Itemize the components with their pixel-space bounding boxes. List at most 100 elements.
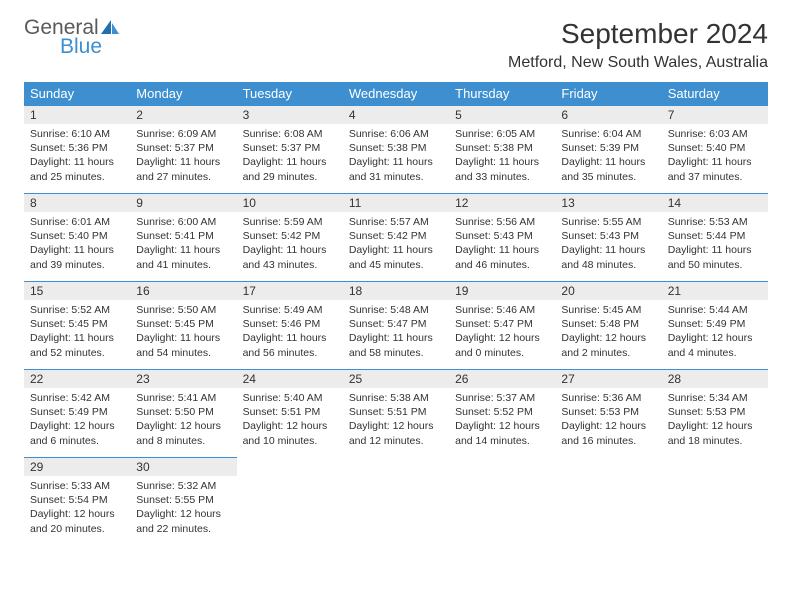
- daylight-line2: and 54 minutes.: [136, 346, 230, 360]
- sunrise-text: Sunrise: 5:49 AM: [243, 303, 337, 317]
- day-body: Sunrise: 5:55 AMSunset: 5:43 PMDaylight:…: [555, 212, 661, 280]
- daylight-line1: Daylight: 12 hours: [30, 507, 124, 521]
- daylight-line1: Daylight: 12 hours: [30, 419, 124, 433]
- daylight-line1: Daylight: 12 hours: [668, 419, 762, 433]
- daylight-line1: Daylight: 11 hours: [30, 243, 124, 257]
- sunrise-text: Sunrise: 5:36 AM: [561, 391, 655, 405]
- col-tuesday: Tuesday: [237, 82, 343, 105]
- daylight-line1: Daylight: 11 hours: [455, 155, 549, 169]
- sunset-text: Sunset: 5:49 PM: [668, 317, 762, 331]
- calendar-cell: 1Sunrise: 6:10 AMSunset: 5:36 PMDaylight…: [24, 105, 130, 193]
- sunset-text: Sunset: 5:41 PM: [136, 229, 230, 243]
- title-block: September 2024 Metford, New South Wales,…: [508, 18, 768, 72]
- sunrise-text: Sunrise: 5:42 AM: [30, 391, 124, 405]
- calendar-cell: 8Sunrise: 6:01 AMSunset: 5:40 PMDaylight…: [24, 193, 130, 281]
- day-cell: 18Sunrise: 5:48 AMSunset: 5:47 PMDayligh…: [343, 281, 449, 369]
- daylight-line1: Daylight: 12 hours: [455, 419, 549, 433]
- day-number: 2: [130, 106, 236, 124]
- day-number: 12: [449, 194, 555, 212]
- day-cell: 14Sunrise: 5:53 AMSunset: 5:44 PMDayligh…: [662, 193, 768, 281]
- daylight-line1: Daylight: 11 hours: [30, 331, 124, 345]
- sunrise-text: Sunrise: 6:08 AM: [243, 127, 337, 141]
- sunrise-text: Sunrise: 5:34 AM: [668, 391, 762, 405]
- daylight-line2: and 50 minutes.: [668, 258, 762, 272]
- col-thursday: Thursday: [449, 82, 555, 105]
- daylight-line2: and 25 minutes.: [30, 170, 124, 184]
- day-header-row: Sunday Monday Tuesday Wednesday Thursday…: [24, 82, 768, 105]
- day-body: Sunrise: 5:52 AMSunset: 5:45 PMDaylight:…: [24, 300, 130, 368]
- day-number: 30: [130, 458, 236, 476]
- daylight-line1: Daylight: 11 hours: [349, 243, 443, 257]
- calendar-cell: 16Sunrise: 5:50 AMSunset: 5:45 PMDayligh…: [130, 281, 236, 369]
- daylight-line1: Daylight: 12 hours: [668, 331, 762, 345]
- sunset-text: Sunset: 5:40 PM: [30, 229, 124, 243]
- day-number: 22: [24, 370, 130, 388]
- daylight-line1: Daylight: 12 hours: [136, 419, 230, 433]
- header: General Blue September 2024 Metford, New…: [24, 18, 768, 72]
- calendar-cell: 18Sunrise: 5:48 AMSunset: 5:47 PMDayligh…: [343, 281, 449, 369]
- sunset-text: Sunset: 5:43 PM: [455, 229, 549, 243]
- empty-cell: [449, 457, 555, 545]
- daylight-line1: Daylight: 11 hours: [455, 243, 549, 257]
- daylight-line1: Daylight: 12 hours: [136, 507, 230, 521]
- day-number: 7: [662, 106, 768, 124]
- daylight-line1: Daylight: 11 hours: [561, 155, 655, 169]
- daylight-line2: and 52 minutes.: [30, 346, 124, 360]
- sunset-text: Sunset: 5:55 PM: [136, 493, 230, 507]
- daylight-line1: Daylight: 11 hours: [243, 243, 337, 257]
- calendar-cell: [343, 457, 449, 545]
- calendar-cell: 13Sunrise: 5:55 AMSunset: 5:43 PMDayligh…: [555, 193, 661, 281]
- sunset-text: Sunset: 5:40 PM: [668, 141, 762, 155]
- day-cell: 23Sunrise: 5:41 AMSunset: 5:50 PMDayligh…: [130, 369, 236, 457]
- calendar-table: Sunday Monday Tuesday Wednesday Thursday…: [24, 82, 768, 545]
- day-body: Sunrise: 5:42 AMSunset: 5:49 PMDaylight:…: [24, 388, 130, 456]
- day-number: 18: [343, 282, 449, 300]
- day-cell: 27Sunrise: 5:36 AMSunset: 5:53 PMDayligh…: [555, 369, 661, 457]
- daylight-line1: Daylight: 11 hours: [349, 155, 443, 169]
- calendar-cell: 7Sunrise: 6:03 AMSunset: 5:40 PMDaylight…: [662, 105, 768, 193]
- sunrise-text: Sunrise: 5:40 AM: [243, 391, 337, 405]
- day-cell: 25Sunrise: 5:38 AMSunset: 5:51 PMDayligh…: [343, 369, 449, 457]
- daylight-line1: Daylight: 12 hours: [561, 331, 655, 345]
- day-cell: 19Sunrise: 5:46 AMSunset: 5:47 PMDayligh…: [449, 281, 555, 369]
- calendar-cell: 4Sunrise: 6:06 AMSunset: 5:38 PMDaylight…: [343, 105, 449, 193]
- sunrise-text: Sunrise: 5:44 AM: [668, 303, 762, 317]
- sunset-text: Sunset: 5:38 PM: [349, 141, 443, 155]
- daylight-line2: and 6 minutes.: [30, 434, 124, 448]
- daylight-line2: and 4 minutes.: [668, 346, 762, 360]
- day-body: Sunrise: 5:33 AMSunset: 5:54 PMDaylight:…: [24, 476, 130, 544]
- daylight-line1: Daylight: 11 hours: [668, 243, 762, 257]
- day-body: Sunrise: 6:03 AMSunset: 5:40 PMDaylight:…: [662, 124, 768, 192]
- calendar-cell: 2Sunrise: 6:09 AMSunset: 5:37 PMDaylight…: [130, 105, 236, 193]
- day-number: 9: [130, 194, 236, 212]
- daylight-line2: and 14 minutes.: [455, 434, 549, 448]
- calendar-cell: [237, 457, 343, 545]
- sunrise-text: Sunrise: 5:48 AM: [349, 303, 443, 317]
- calendar-cell: 20Sunrise: 5:45 AMSunset: 5:48 PMDayligh…: [555, 281, 661, 369]
- daylight-line2: and 18 minutes.: [668, 434, 762, 448]
- calendar-cell: 14Sunrise: 5:53 AMSunset: 5:44 PMDayligh…: [662, 193, 768, 281]
- calendar-cell: 23Sunrise: 5:41 AMSunset: 5:50 PMDayligh…: [130, 369, 236, 457]
- daylight-line2: and 16 minutes.: [561, 434, 655, 448]
- day-number: 1: [24, 106, 130, 124]
- sunrise-text: Sunrise: 6:01 AM: [30, 215, 124, 229]
- day-cell: 12 Sunrise: 5:56 AMSunset: 5:43 PMDayligh…: [449, 193, 555, 281]
- daylight-line1: Daylight: 11 hours: [668, 155, 762, 169]
- col-friday: Friday: [555, 82, 661, 105]
- day-body: Sunrise: 5:44 AMSunset: 5:49 PMDaylight:…: [662, 300, 768, 368]
- sunset-text: Sunset: 5:46 PM: [243, 317, 337, 331]
- day-body: Sunrise: 6:10 AMSunset: 5:36 PMDaylight:…: [24, 124, 130, 192]
- daylight-line2: and 2 minutes.: [561, 346, 655, 360]
- daylight-line1: Daylight: 11 hours: [136, 243, 230, 257]
- sunrise-text: Sunrise: 5:56 AM: [455, 215, 549, 229]
- daylight-line1: Daylight: 11 hours: [243, 155, 337, 169]
- sunset-text: Sunset: 5:49 PM: [30, 405, 124, 419]
- daylight-line2: and 35 minutes.: [561, 170, 655, 184]
- day-cell: 7Sunrise: 6:03 AMSunset: 5:40 PMDaylight…: [662, 105, 768, 193]
- sunrise-text: Sunrise: 5:33 AM: [30, 479, 124, 493]
- sunrise-text: Sunrise: 5:41 AM: [136, 391, 230, 405]
- day-cell: 11Sunrise: 5:57 AMSunset: 5:42 PMDayligh…: [343, 193, 449, 281]
- sunrise-text: Sunrise: 5:37 AM: [455, 391, 549, 405]
- day-body: Sunrise: 6:08 AMSunset: 5:37 PMDaylight:…: [237, 124, 343, 192]
- sunrise-text: Sunrise: 6:05 AM: [455, 127, 549, 141]
